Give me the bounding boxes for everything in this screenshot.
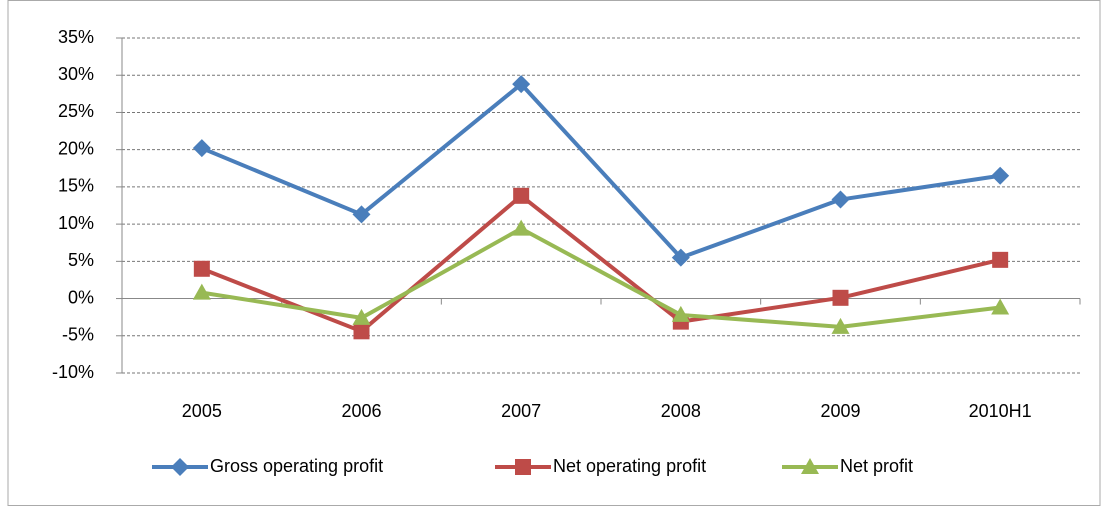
y-tick-label: 10% [58, 213, 94, 233]
y-tick-label: 5% [68, 250, 94, 270]
legend-label: Gross operating profit [210, 456, 383, 476]
y-tick-label: 25% [58, 101, 94, 121]
legend-label: Net profit [840, 456, 913, 476]
chart-frame [7, 0, 1101, 506]
legend-marker [171, 458, 189, 476]
point [192, 139, 211, 158]
y-tick-label: 30% [58, 64, 94, 84]
point [991, 166, 1010, 185]
x-tick-label: 2008 [661, 401, 701, 421]
point [352, 205, 371, 224]
point [671, 305, 690, 322]
legend-marker [801, 458, 819, 474]
point [831, 317, 850, 334]
y-tick-label: -5% [62, 325, 94, 345]
point [513, 187, 530, 204]
y-tick-label: 20% [58, 138, 94, 158]
legend-label: Net operating profit [553, 456, 706, 476]
x-tick-label: 2010H1 [969, 401, 1032, 421]
point [352, 308, 371, 325]
y-tick-label: 15% [58, 176, 94, 196]
point [831, 190, 850, 209]
x-tick-label: 2009 [820, 401, 860, 421]
series-line [201, 82, 1001, 260]
legend-marker [515, 459, 531, 475]
point [192, 283, 211, 300]
point [991, 298, 1010, 315]
y-tick-label: -10% [52, 362, 94, 382]
x-tick-label: 2005 [182, 401, 222, 421]
series-line [201, 226, 1001, 329]
point [193, 260, 210, 277]
point [512, 219, 531, 236]
x-tick-label: 2007 [501, 401, 541, 421]
point [832, 289, 849, 306]
x-tick-label: 2006 [341, 401, 381, 421]
point [992, 251, 1009, 268]
y-tick-label: 0% [68, 287, 94, 307]
y-tick-label: 35% [58, 27, 94, 47]
point [671, 248, 690, 267]
series-line [201, 193, 1001, 334]
point [353, 323, 370, 340]
point [512, 75, 531, 94]
